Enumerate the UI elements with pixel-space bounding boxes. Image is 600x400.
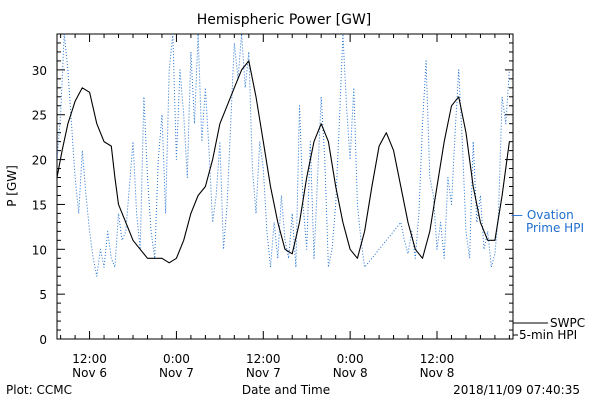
x-tick-label-date: Nov 8	[420, 366, 455, 380]
x-tick-label-time: 0:00	[337, 352, 364, 366]
x-tick-label-time: 12:00	[72, 352, 107, 366]
legend-swpc: SWPC 5-min HPI	[513, 316, 585, 342]
chart-title: Hemispheric Power [GW]	[197, 12, 372, 28]
x-tick-label-date: Nov 7	[159, 366, 194, 380]
y-axis-label: P [GW]	[5, 165, 19, 207]
y-axis: 0 5 10 15 20 25 30	[32, 34, 513, 347]
x-tick-label-date: Nov 8	[333, 366, 368, 380]
y-tick-label: 10	[32, 243, 47, 257]
x-axis-label: Date and Time	[242, 383, 330, 397]
y-tick-label: 20	[32, 154, 47, 168]
x-tick-label-time: 0:00	[163, 352, 190, 366]
footer-timestamp: 2018/11/09 07:40:35	[453, 383, 580, 397]
x-tick-label-date: Nov 7	[246, 366, 281, 380]
legend-ovation: — Ovation Prime HPI	[511, 208, 584, 235]
plot-area	[57, 34, 513, 339]
y-tick-label: 25	[32, 109, 47, 123]
y-tick-label: 5	[39, 288, 47, 302]
legend-ovation-line2: Prime HPI	[526, 221, 584, 235]
legend: — Ovation Prime HPI SWPC 5-min HPI	[511, 208, 585, 342]
legend-swpc-line2: 5-min HPI	[519, 328, 577, 342]
legend-ovation-line1: — Ovation	[511, 208, 574, 222]
x-tick-label-time: 12:00	[246, 352, 281, 366]
footer-credit: Plot: CCMC	[6, 383, 72, 397]
y-tick-label: 0	[39, 333, 47, 347]
series-group	[57, 34, 509, 276]
x-tick-label-time: 12:00	[420, 352, 455, 366]
y-tick-label: 15	[32, 198, 47, 212]
x-tick-label-date: Nov 6	[72, 366, 107, 380]
plot-frame	[57, 34, 513, 339]
y-tick-label: 30	[32, 64, 47, 78]
